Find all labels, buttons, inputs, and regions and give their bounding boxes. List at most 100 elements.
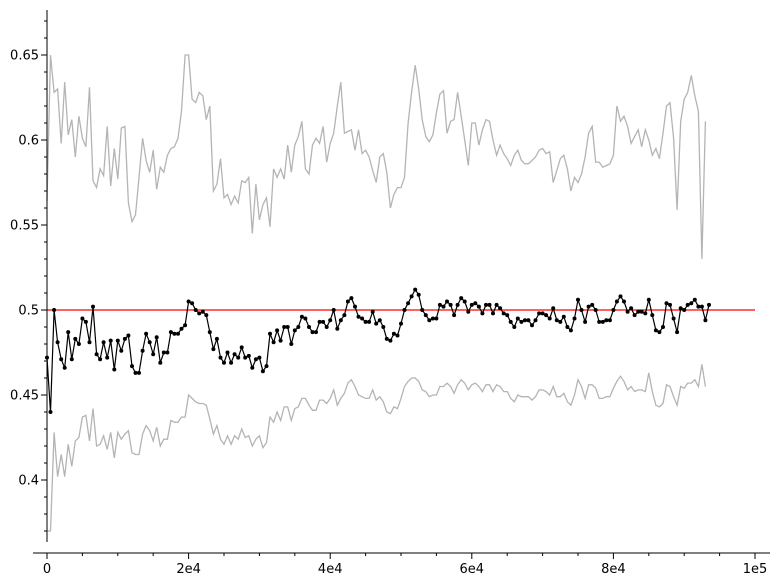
x-tick-label-2: 4e4 xyxy=(318,562,343,577)
x-tick-label-5: 1e5 xyxy=(743,562,768,577)
estimate-point-119 xyxy=(466,309,471,314)
estimate-point-173 xyxy=(657,330,662,335)
estimate-point-39 xyxy=(183,323,188,328)
estimate-point-78 xyxy=(321,319,326,324)
estimate-point-58 xyxy=(250,365,255,370)
estimate-point-165 xyxy=(629,306,634,311)
estimate-point-93 xyxy=(374,321,379,326)
estimate-point-144 xyxy=(554,318,559,323)
estimate-point-164 xyxy=(625,309,630,314)
estimate-point-174 xyxy=(661,325,665,329)
estimate-point-11 xyxy=(83,319,88,324)
estimate-point-33 xyxy=(161,350,166,355)
estimate-point-151 xyxy=(579,308,584,312)
y-tick-label-2: 0.5 xyxy=(18,304,39,319)
y-tick-label-4: 0.6 xyxy=(18,134,39,149)
estimate-point-166 xyxy=(632,313,637,318)
plot-area xyxy=(45,54,755,532)
estimate-point-109 xyxy=(430,316,435,321)
y-tick-label-1: 0.45 xyxy=(10,389,39,404)
estimate-point-184 xyxy=(696,304,701,309)
estimate-point-99 xyxy=(395,333,400,338)
estimate-point-126 xyxy=(491,311,495,316)
estimate-point-180 xyxy=(682,308,687,312)
estimate-point-49 xyxy=(218,355,223,360)
estimate-point-154 xyxy=(590,302,595,307)
estimate-point-19 xyxy=(112,367,117,372)
estimate-point-150 xyxy=(576,297,580,302)
estimate-point-35 xyxy=(168,330,173,335)
estimate-point-70 xyxy=(292,328,297,333)
estimate-point-130 xyxy=(505,313,510,318)
estimate-point-27 xyxy=(140,348,145,353)
estimate-point-101 xyxy=(402,308,407,312)
estimate-point-64 xyxy=(271,340,276,345)
estimate-point-187 xyxy=(707,302,711,307)
estimate-point-60 xyxy=(257,355,262,360)
estimate-point-67 xyxy=(282,325,287,329)
estimate-point-38 xyxy=(179,326,184,331)
estimate-point-127 xyxy=(494,302,499,307)
estimate-point-1 xyxy=(48,410,53,414)
estimate-point-45 xyxy=(204,313,209,318)
estimate-point-125 xyxy=(487,302,492,307)
estimate-point-172 xyxy=(653,328,658,333)
estimate-point-69 xyxy=(289,342,294,346)
estimate-point-111 xyxy=(437,302,442,307)
estimate-point-98 xyxy=(391,331,396,336)
estimate-point-143 xyxy=(551,306,556,311)
estimate-points xyxy=(45,287,711,414)
estimate-point-81 xyxy=(331,308,336,312)
x-tick-label-0: 0 xyxy=(43,562,51,577)
estimate-point-108 xyxy=(427,318,432,323)
axes: 0.4 0.45 0.5 0.55 0.6 0.65 0 2e4 4e4 6e4 8e4 1e5 xyxy=(10,10,770,577)
estimate-point-107 xyxy=(423,313,428,318)
estimate-point-10 xyxy=(80,316,85,321)
estimate-point-79 xyxy=(324,325,329,329)
estimate-point-175 xyxy=(664,301,669,306)
y-axis-ticks: 0.4 0.45 0.5 0.55 0.6 0.65 xyxy=(10,20,47,532)
estimate-point-3 xyxy=(55,340,60,345)
estimate-point-94 xyxy=(377,318,382,323)
estimate-point-142 xyxy=(547,316,552,321)
estimate-point-50 xyxy=(222,360,226,365)
estimate-point-71 xyxy=(296,325,301,329)
y-tick-label-5: 0.65 xyxy=(10,49,39,64)
estimate-point-160 xyxy=(611,308,616,312)
estimate-point-176 xyxy=(668,302,672,307)
estimate-point-82 xyxy=(335,326,340,331)
estimate-point-95 xyxy=(381,325,386,329)
estimate-point-149 xyxy=(572,316,577,321)
estimate-point-159 xyxy=(607,318,612,323)
estimate-point-129 xyxy=(501,311,506,316)
estimate-point-102 xyxy=(406,301,411,306)
upper-bound-line xyxy=(46,54,707,260)
estimate-point-113 xyxy=(445,299,449,304)
estimate-point-140 xyxy=(540,311,545,316)
estimate-point-171 xyxy=(650,313,655,318)
estimate-point-118 xyxy=(462,299,467,304)
estimate-point-179 xyxy=(678,306,683,311)
estimate-point-124 xyxy=(484,302,488,307)
estimate-point-16 xyxy=(101,340,106,345)
estimate-point-84 xyxy=(342,313,347,318)
x-tick-label-1: 2e4 xyxy=(176,562,201,577)
estimate-point-66 xyxy=(278,338,283,343)
estimate-point-80 xyxy=(328,318,333,323)
estimate-point-182 xyxy=(689,301,694,306)
estimate-point-20 xyxy=(115,338,120,343)
estimate-point-128 xyxy=(498,306,503,311)
estimate-point-5 xyxy=(62,365,67,370)
estimate-point-134 xyxy=(519,319,524,324)
estimate-point-100 xyxy=(399,321,403,326)
estimate-point-52 xyxy=(229,360,234,365)
estimate-point-73 xyxy=(303,316,308,321)
estimate-point-4 xyxy=(59,357,64,362)
estimate-point-34 xyxy=(165,350,170,355)
estimate-point-145 xyxy=(558,319,563,324)
estimate-point-88 xyxy=(356,314,361,319)
estimate-point-135 xyxy=(522,318,527,323)
estimate-point-37 xyxy=(176,331,180,336)
estimate-point-29 xyxy=(147,340,152,345)
estimate-point-22 xyxy=(122,336,127,341)
